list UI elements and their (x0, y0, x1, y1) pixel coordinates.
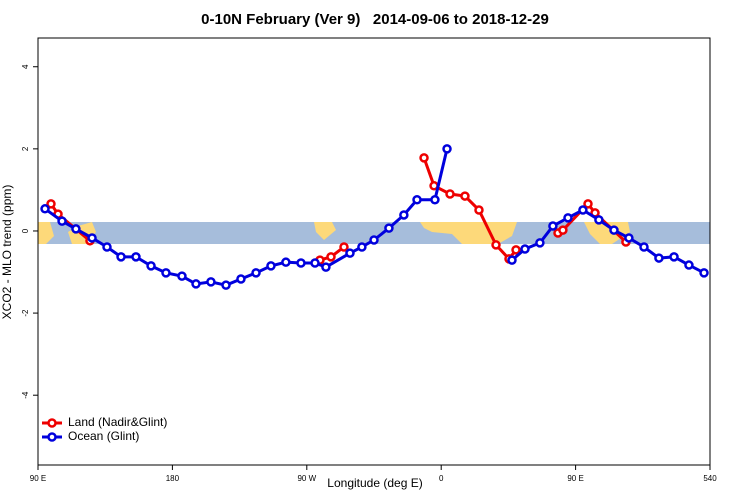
point (177, 271, 187, 281)
point (116, 252, 126, 262)
point (412, 195, 422, 205)
point (430, 195, 440, 205)
point (639, 242, 649, 252)
point (191, 279, 201, 289)
point (87, 233, 97, 243)
point (474, 205, 484, 215)
y-tick-label: -4 (21, 391, 30, 399)
x-tick-label: 90 E (567, 474, 583, 483)
point (548, 221, 558, 231)
point (578, 205, 588, 215)
point (520, 244, 530, 254)
point (384, 223, 394, 233)
point (321, 262, 331, 272)
point (442, 144, 452, 154)
y-tick-label: -2 (21, 309, 30, 317)
point (558, 225, 568, 235)
x-axis-label: Longitude (deg E) (327, 476, 422, 490)
point (369, 235, 379, 245)
point (339, 242, 349, 252)
point (563, 213, 573, 223)
point (511, 245, 521, 255)
point (507, 255, 517, 265)
x-tick-label: 90 E (30, 474, 46, 483)
point (131, 252, 141, 262)
point (146, 261, 156, 271)
point (419, 153, 429, 163)
y-axis-label: XCO2 - MLO trend (ppm) (0, 185, 14, 320)
point (266, 261, 276, 271)
point (221, 280, 231, 290)
point (40, 204, 50, 214)
point (46, 199, 56, 209)
legend-label: Ocean (Glint) (68, 429, 139, 443)
point (445, 189, 455, 199)
legend-marker (47, 432, 57, 442)
point (296, 258, 306, 268)
land-shape (38, 222, 54, 244)
land-shape (314, 222, 336, 240)
land-shape (584, 222, 630, 244)
x-tick-label: 90 W (297, 474, 316, 483)
point (684, 260, 694, 270)
point (491, 240, 501, 250)
x-tick-label: 180 (166, 474, 180, 483)
point (71, 224, 81, 234)
point (206, 277, 216, 287)
point (583, 199, 593, 209)
point (460, 191, 470, 201)
point (399, 210, 409, 220)
point (535, 238, 545, 248)
chart-title: 0-10N February (Ver 9) 2014-09-06 to 201… (201, 11, 549, 28)
point (326, 252, 336, 262)
point (161, 268, 171, 278)
point (102, 242, 112, 252)
series-line (44, 148, 705, 287)
point (609, 225, 619, 235)
point (699, 268, 709, 278)
plot-frame (37, 37, 711, 466)
point (251, 268, 261, 278)
point (236, 274, 246, 284)
x-tick-label: 540 (703, 474, 717, 483)
x-tick-label: 0 (439, 474, 444, 483)
y-tick-label: 4 (21, 64, 30, 69)
legend-marker (47, 418, 57, 428)
point (594, 215, 604, 225)
point (669, 252, 679, 262)
point (357, 242, 367, 252)
y-tick-label: 2 (21, 146, 30, 151)
point (624, 233, 634, 243)
y-tick-label: 0 (21, 228, 30, 233)
legend-label: Land (Nadir&Glint) (68, 415, 167, 429)
point (345, 248, 355, 258)
point (281, 257, 291, 267)
point (57, 216, 67, 226)
point (310, 258, 320, 268)
point (654, 253, 664, 263)
